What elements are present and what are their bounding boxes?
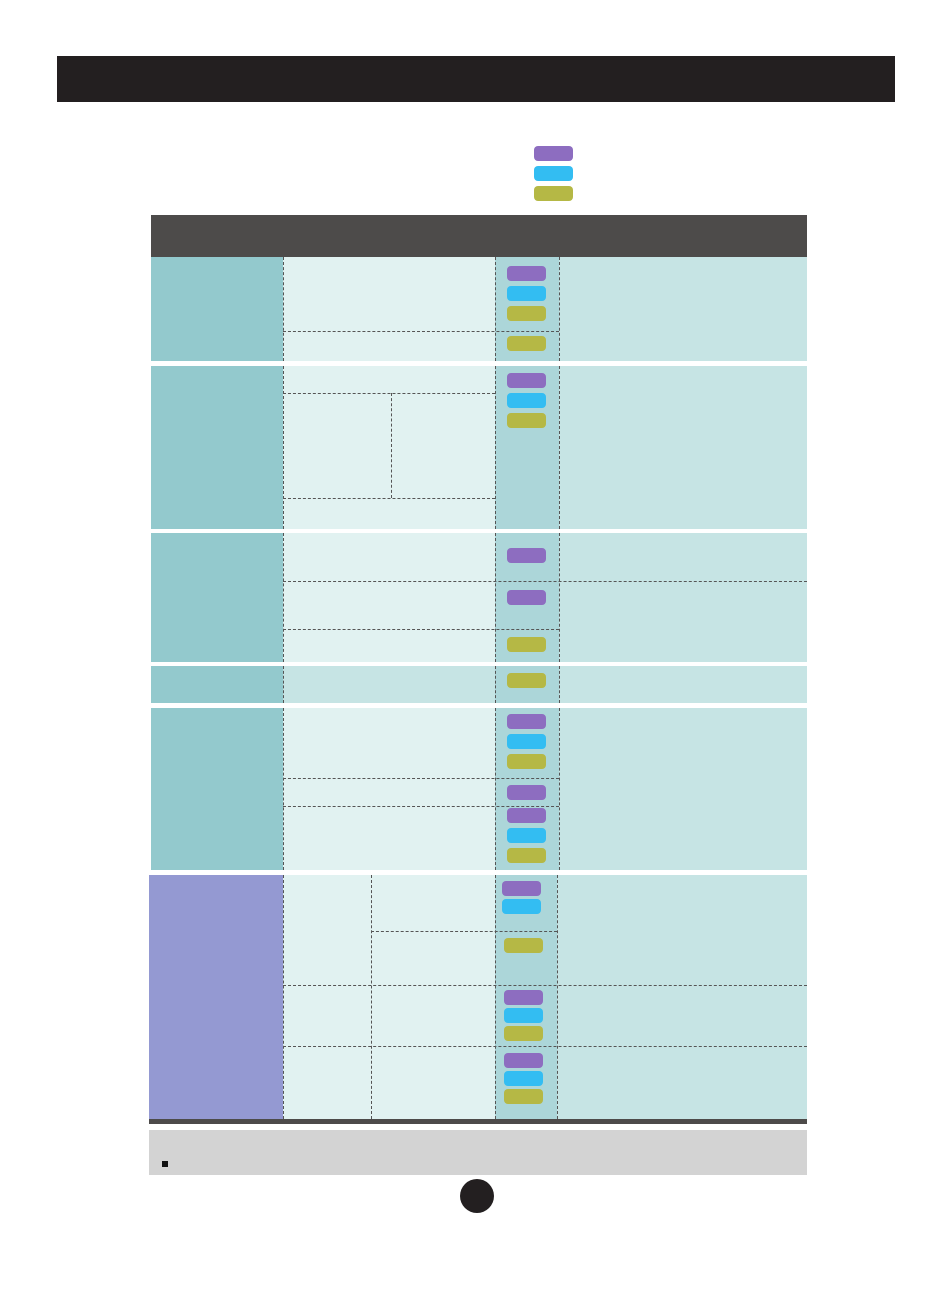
note-bullet-icon xyxy=(162,1161,168,1167)
category-cell xyxy=(151,533,283,662)
olive-mode-badge xyxy=(507,754,546,769)
cyan-mode-badge xyxy=(507,828,546,843)
category-cell xyxy=(149,875,283,1119)
purple-mode-badge xyxy=(504,990,543,1005)
olive-mode-badge xyxy=(507,336,546,351)
category-cell xyxy=(151,666,283,703)
olive-mode-badge xyxy=(507,848,546,863)
purple-mode-badge xyxy=(507,373,546,388)
category-cell xyxy=(151,708,283,870)
option-cell xyxy=(283,666,495,703)
purple-mode-badge xyxy=(507,714,546,729)
purple-mode-badge xyxy=(507,808,546,823)
option-cell xyxy=(283,257,495,361)
description-cell xyxy=(559,708,807,870)
cyan-mode-badge xyxy=(507,286,546,301)
option-cell xyxy=(283,366,495,529)
option-cell xyxy=(283,533,495,662)
olive-mode-badge xyxy=(504,1089,543,1104)
option-cell xyxy=(283,875,495,1119)
olive-mode-badge xyxy=(504,938,543,953)
mode-cell xyxy=(495,366,559,529)
description-cell xyxy=(559,666,807,703)
olive-mode-badge xyxy=(504,1026,543,1041)
olive-mode-badge xyxy=(507,637,546,652)
description-cell xyxy=(557,875,807,1119)
purple-mode-badge xyxy=(504,1053,543,1068)
purple-mode-badge xyxy=(507,590,546,605)
note-box xyxy=(149,1130,807,1175)
olive-mode-badge xyxy=(507,306,546,321)
description-cell xyxy=(559,366,807,529)
page-number-badge xyxy=(460,1179,494,1213)
cyan-mode-badge xyxy=(507,734,546,749)
cyan-mode-badge xyxy=(507,393,546,408)
legend-cyan-badge xyxy=(534,166,573,181)
legend-purple-badge xyxy=(534,146,573,161)
cyan-mode-badge xyxy=(504,1008,543,1023)
cyan-mode-badge xyxy=(502,899,541,914)
purple-mode-badge xyxy=(507,548,546,563)
category-cell xyxy=(151,366,283,529)
title-bar xyxy=(57,56,895,102)
description-cell xyxy=(559,533,807,662)
cyan-mode-badge xyxy=(504,1071,543,1086)
olive-mode-badge xyxy=(507,673,546,688)
legend-olive-badge xyxy=(534,186,573,201)
description-cell xyxy=(559,257,807,361)
table-bottom-rule xyxy=(149,1119,807,1124)
purple-mode-badge xyxy=(507,266,546,281)
option-cell xyxy=(283,708,495,870)
table-header xyxy=(151,215,807,257)
purple-mode-badge xyxy=(507,785,546,800)
purple-mode-badge xyxy=(502,881,541,896)
olive-mode-badge xyxy=(507,413,546,428)
category-cell xyxy=(151,257,283,361)
